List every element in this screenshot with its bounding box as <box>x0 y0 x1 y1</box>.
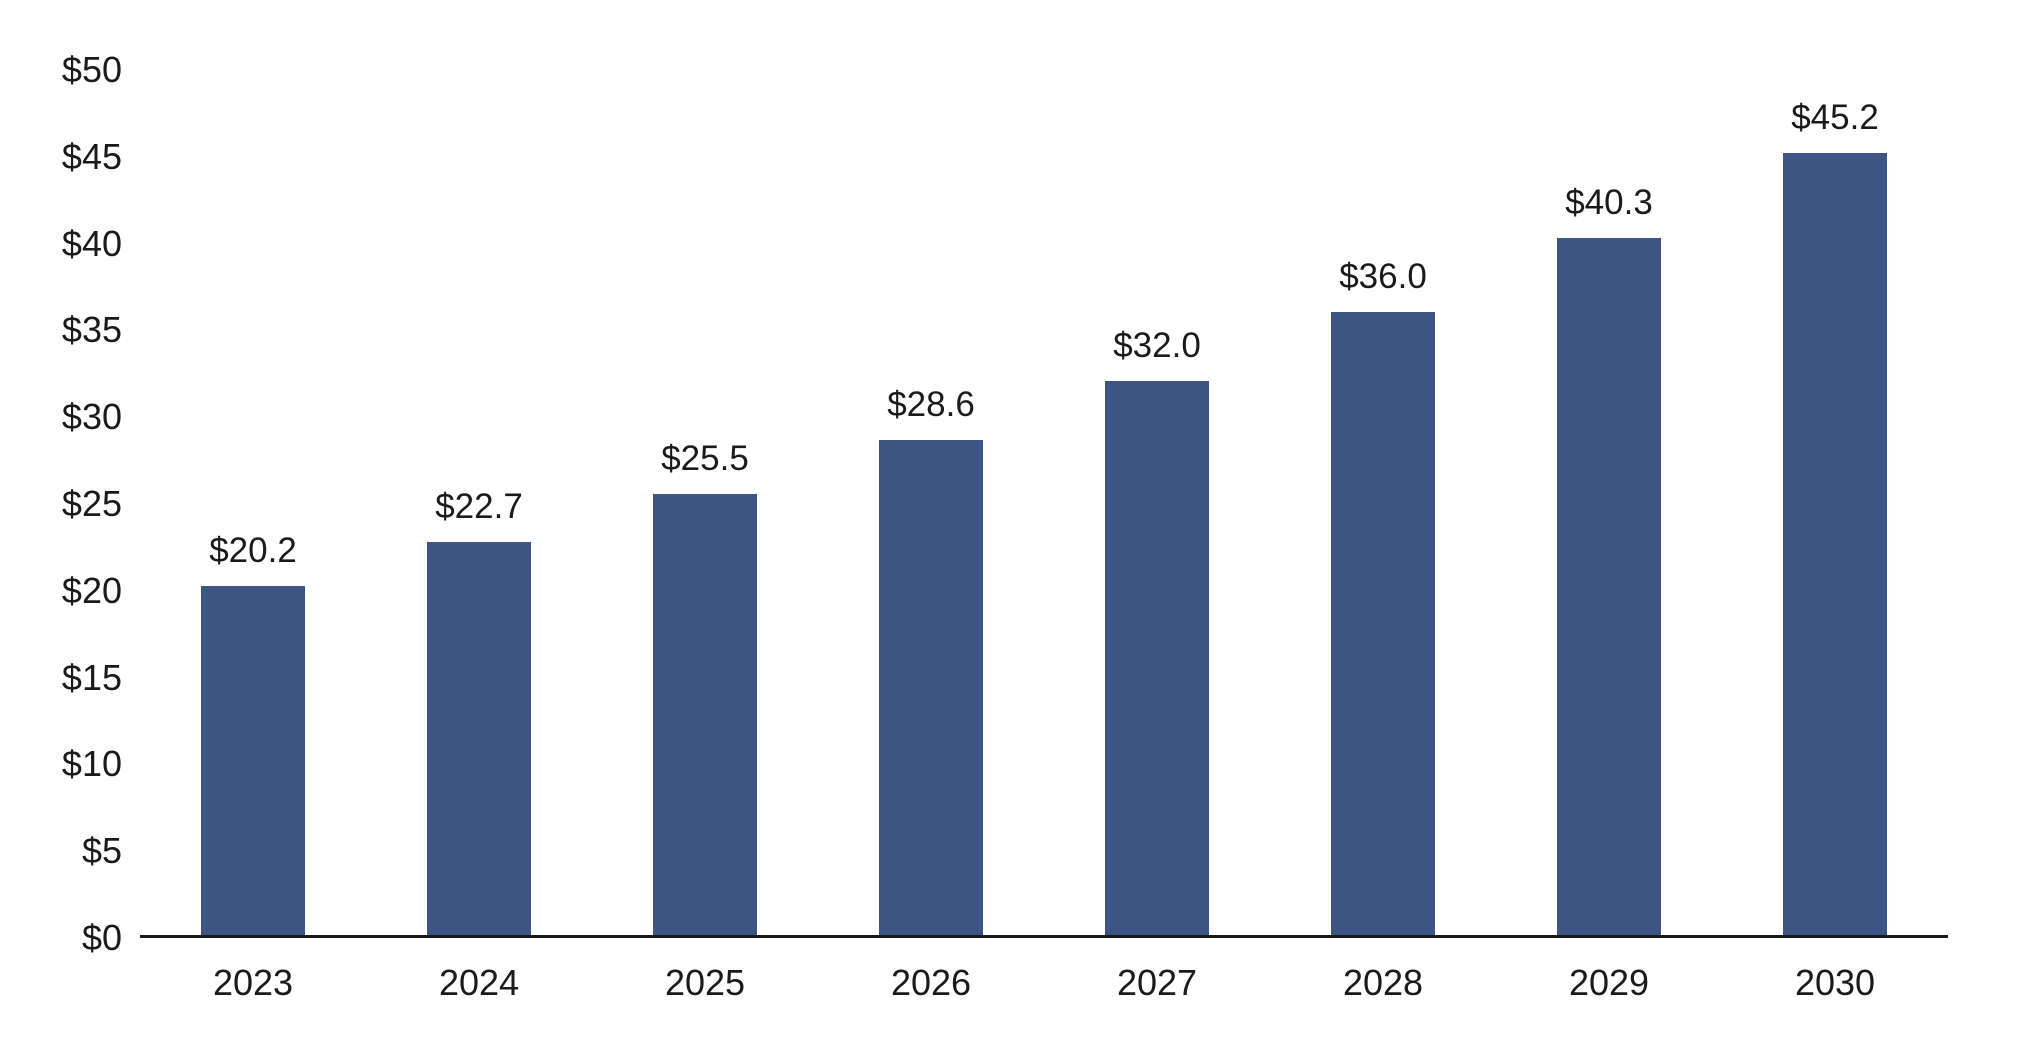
bars-container: $20.2 2023 $22.7 2024 $25.5 2025 $28.6 2026 $32.… <box>140 70 1948 1001</box>
x-tick-label: 2023 <box>212 962 294 1003</box>
y-tick-label: $45 <box>61 135 122 177</box>
y-tick-label: $40 <box>61 222 122 264</box>
bar-slot: $36.0 2028 <box>1270 70 1496 1001</box>
bar-slot: $32.0 2027 <box>1044 70 1270 1001</box>
bar <box>653 493 757 935</box>
bar-slot: $25.5 2025 <box>592 70 818 1001</box>
y-tick-label: $0 <box>81 917 122 958</box>
y-tick-label: $30 <box>61 396 122 438</box>
bar <box>1557 237 1661 935</box>
bar-slot: $22.7 2024 <box>366 70 592 1001</box>
x-tick-label: 2028 <box>1342 962 1424 1003</box>
x-tick-label: 2025 <box>664 962 746 1003</box>
bar-value-label: $22.7 <box>435 487 523 527</box>
bar-value-label: $28.6 <box>887 385 975 425</box>
bar-value-label: $45.2 <box>1791 98 1879 138</box>
y-axis: $0 $5 $10 $15 $20 $25 $30 $35 $40 $45 $50 <box>0 52 122 956</box>
bar-slot: $28.6 2026 <box>818 70 1044 1001</box>
y-tick-label: $50 <box>61 49 122 90</box>
y-tick-label: $10 <box>61 743 122 785</box>
x-tick-label: 2024 <box>438 962 520 1003</box>
bar-slot: $20.2 2023 <box>140 70 366 1001</box>
y-tick-label: $20 <box>61 569 122 611</box>
x-tick-label: 2027 <box>1116 962 1198 1003</box>
y-tick-label: $15 <box>61 656 122 698</box>
bar-value-label: $20.2 <box>209 530 297 570</box>
plot-area: $20.2 2023 $22.7 2024 $25.5 2025 $28.6 2026 $32.… <box>140 70 1948 1001</box>
x-tick-label: 2030 <box>1794 962 1876 1003</box>
bar <box>1783 153 1887 935</box>
bar-value-label: $25.5 <box>661 438 749 478</box>
bar-value-label: $32.0 <box>1113 326 1201 366</box>
bar <box>1105 381 1209 935</box>
bar <box>879 440 983 935</box>
bar-slot: $40.3 2029 <box>1496 70 1722 1001</box>
y-tick-label: $5 <box>81 830 122 872</box>
bar-value-label: $36.0 <box>1339 257 1427 297</box>
x-tick-label: 2026 <box>890 962 972 1003</box>
bar-slot: $45.2 2030 <box>1722 70 1948 1001</box>
y-tick-label: $25 <box>61 483 122 524</box>
bar <box>201 585 305 935</box>
bar <box>1331 312 1435 935</box>
bar-value-label: $40.3 <box>1565 182 1653 222</box>
y-tick-label: $35 <box>61 309 122 351</box>
x-tick-label: 2029 <box>1568 962 1650 1003</box>
bar <box>427 542 531 935</box>
